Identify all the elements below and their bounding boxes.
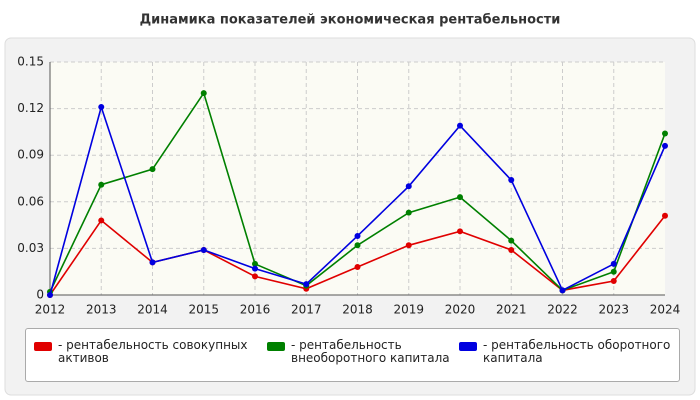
point [252,273,258,280]
point [354,242,361,249]
point [662,130,668,137]
chart-title: Динамика показателей экономическая рента… [140,13,561,28]
point [457,122,463,129]
point [149,259,156,266]
point [662,142,668,149]
x-tick-label: 2014 [137,303,168,317]
legend-label: - рентабельность оборотного капитала [483,338,671,365]
x-tick-label: 2015 [188,303,219,317]
point [354,232,361,239]
point [98,181,105,188]
point [508,246,515,253]
point [252,265,258,272]
y-tick-label: 0.09 [17,148,44,162]
legend: - рентабельность совокупных активов - рен… [25,328,680,382]
point [47,292,53,298]
x-tick-label: 2019 [393,303,424,317]
point [662,212,668,219]
point [200,246,207,253]
point [610,260,617,267]
point [405,209,412,216]
point [457,194,463,201]
point [508,177,515,184]
point [559,287,566,294]
point [405,242,412,249]
point [252,260,258,267]
x-tick-label: 2023 [598,303,629,317]
legend-item: - рентабельность совокупных активов [34,338,248,365]
y-tick-label: 0.15 [17,55,44,69]
point [610,268,617,275]
point [457,228,463,235]
x-tick-label: 2016 [240,303,271,317]
legend-swatch [459,342,477,351]
legend-item: - рентабельность внеоборотного капитала [267,338,456,365]
point [98,104,105,111]
legend-label: - рентабельность внеоборотного капитала [291,338,450,365]
x-tick-label: 2018 [342,303,373,317]
x-tick-label: 2020 [445,303,476,317]
x-tick-label: 2013 [86,303,117,317]
legend-label: - рентабельность совокупных активов [58,338,248,365]
y-tick-label: 0.06 [17,194,44,208]
x-tick-label: 2017 [291,303,322,317]
y-tick-label: 0.12 [17,101,44,115]
point [98,217,105,224]
x-tick-label: 2012 [35,303,66,317]
point [354,264,361,271]
y-tick-label: 0.03 [17,241,44,255]
x-tick-label: 2021 [496,303,527,317]
legend-swatch [34,342,52,351]
point [405,183,412,190]
x-tick-label: 2024 [650,303,681,317]
point [508,237,515,244]
point [200,90,207,97]
y-tick-label: 0 [36,288,44,302]
x-tick-label: 2022 [547,303,578,317]
point [610,278,617,285]
legend-item: - рентабельность оборотного капитала [459,338,673,365]
point [303,281,310,288]
legend-swatch [267,342,285,351]
point [149,166,156,173]
